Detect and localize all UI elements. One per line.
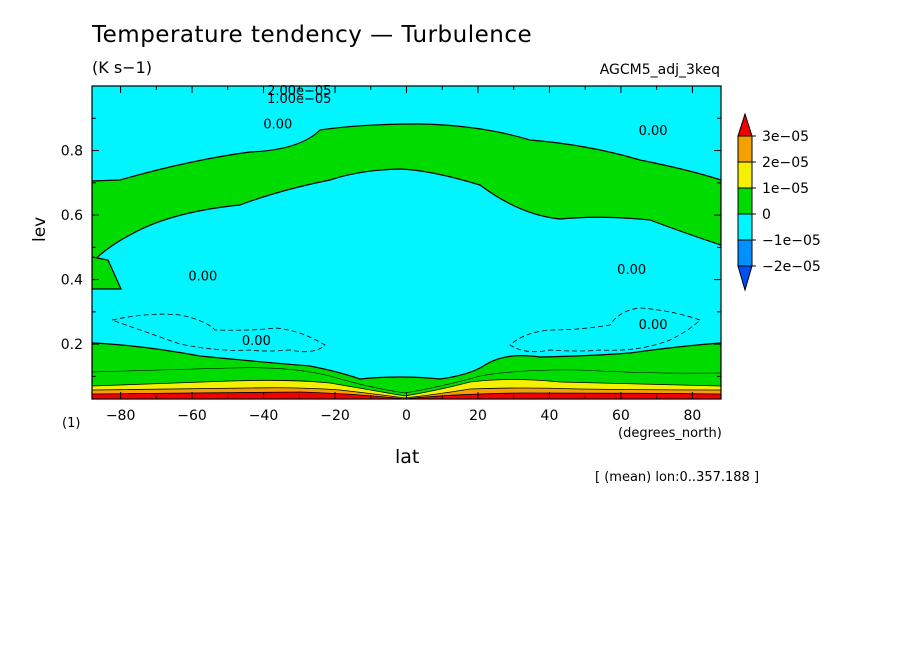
upper-positive-band: [92, 123, 721, 263]
x-tick-label: 60: [612, 408, 630, 424]
colorbar-swatch: [737, 135, 753, 163]
x-tick-label: 20: [469, 408, 487, 424]
mean-footer: [ (mean) lon:0..357.188 ]: [595, 470, 760, 485]
colorbar-label: 2e−05: [762, 155, 809, 171]
contour-labels: 0.00 0.00 0.00 0.00 0.00 0.00 1.00e−052.00e−05: [188, 84, 667, 349]
contour-label: 0.00: [639, 124, 668, 139]
x-tick-label: −40: [249, 408, 279, 424]
contour-fills: [92, 86, 721, 399]
colorbar-label: −2e−05: [762, 259, 821, 275]
contour-label: 0.00: [617, 263, 646, 278]
negative-dashed-contour-right: [509, 307, 701, 353]
contour-label: 0.00: [242, 334, 271, 349]
colorbar: 3e−05 2e−05 1e−05 0 −1e−05 −2e−05: [737, 112, 821, 292]
colorbar-label: 3e−05: [762, 129, 809, 145]
contour-label: 2.00e−05: [267, 84, 331, 99]
colorbar-label: 1e−05: [762, 181, 809, 197]
colorbar-top-triangle: [737, 112, 753, 137]
thin-contour-line: [92, 367, 721, 394]
run-name: AGCM5_adj_3keq: [599, 62, 720, 78]
colorbar-label: 0: [762, 207, 771, 223]
y-axis-ticks: 0.2 0.4 0.6 0.8: [61, 117, 721, 377]
colorbar-label: −1e−05: [762, 233, 821, 249]
x-axis-units: (degrees_north): [618, 426, 722, 441]
x-axis-label: lat: [395, 446, 420, 468]
y-tick-label: 0.2: [61, 337, 83, 353]
x-tick-label: −20: [320, 408, 350, 424]
x-tick-label: 0: [402, 408, 411, 424]
polar-positive-patch: [92, 256, 122, 290]
x-tick-label: 80: [683, 408, 701, 424]
y-tick-label: 0.4: [61, 273, 83, 289]
x-tick-label: −80: [106, 408, 136, 424]
colorbar-swatch: [737, 161, 753, 189]
contour-label: 0.00: [639, 318, 668, 333]
contour-label: 0.00: [188, 269, 217, 284]
contour-label: 0.00: [263, 118, 292, 133]
colorbar-swatch: [737, 187, 753, 215]
y-axis-units: (1): [62, 416, 81, 431]
colorbar-swatch: [737, 239, 753, 267]
negative-dashed-contour-left: [110, 313, 326, 353]
x-tick-label: 40: [541, 408, 559, 424]
y-tick-label: 0.6: [61, 208, 83, 224]
chart-units: (K s−1): [92, 58, 152, 77]
x-tick-label: −60: [177, 408, 207, 424]
contour-label: 1.00e−05: [267, 92, 331, 107]
y-tick-label: 0.8: [61, 144, 83, 160]
x-axis-ticks: −80 −60 −40 −20 0 20 40 60 80: [106, 86, 701, 424]
colorbar-bottom-triangle: [737, 265, 753, 292]
chart-title: Temperature tendency — Turbulence: [92, 22, 533, 48]
colorbar-swatch: [737, 213, 753, 241]
